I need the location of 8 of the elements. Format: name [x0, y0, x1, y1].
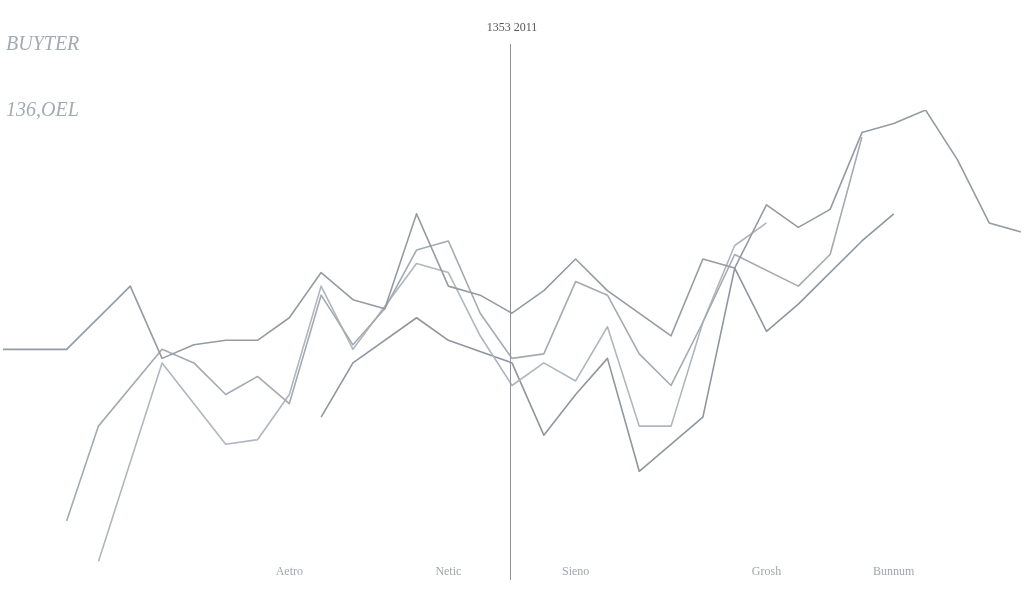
- x-tick-label: Netic: [435, 563, 462, 578]
- text: 1353 2011: [486, 20, 538, 34]
- chart-subtitle: 136,OEL: [6, 98, 79, 121]
- x-tick-label: Aetro: [275, 563, 303, 578]
- chart-title: BUYTER: [6, 32, 80, 55]
- x-tick-label: Bunnum: [873, 563, 916, 578]
- x-tick-label: Sieno: [561, 563, 590, 578]
- x-tick-label: Grosh: [751, 563, 782, 578]
